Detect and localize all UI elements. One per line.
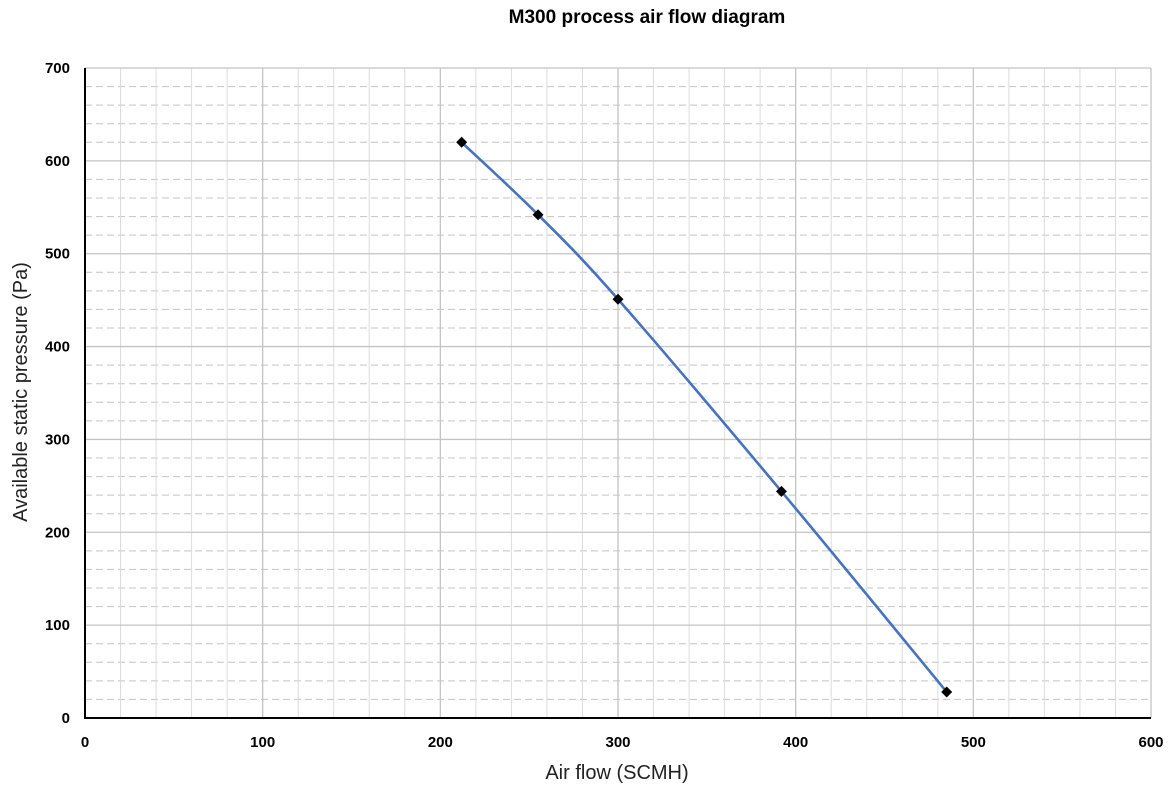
x-tick-label: 100	[250, 734, 275, 751]
y-tick-label: 600	[45, 153, 70, 170]
x-tick-label: 500	[961, 734, 986, 751]
x-tick-label: 200	[428, 734, 453, 751]
y-tick-label: 0	[62, 710, 70, 727]
data-point-marker	[532, 209, 544, 221]
x-tick-label: 600	[1138, 734, 1163, 751]
axes	[84, 68, 1151, 719]
data-point-marker	[456, 136, 468, 148]
series-layer	[456, 136, 953, 698]
data-point-marker	[775, 485, 787, 497]
y-tick-label: 400	[45, 339, 70, 356]
x-axis-ticks: 0 100 200 300 400 500 600	[81, 734, 1164, 751]
y-tick-label: 700	[45, 60, 70, 77]
data-point-marker	[941, 686, 953, 698]
y-tick-label: 100	[45, 617, 70, 634]
y-tick-label: 200	[45, 524, 70, 541]
y-axis-label: Available static pressure (Pa)	[10, 262, 32, 522]
x-axis-label: Air flow (SCMH)	[545, 762, 688, 784]
series-line	[460, 141, 948, 693]
data-point-marker	[612, 293, 624, 305]
major-gridlines	[85, 67, 1152, 718]
chart-title: M300 process air flow diagram	[509, 7, 786, 28]
x-tick-label: 0	[81, 734, 89, 751]
y-tick-label: 300	[45, 431, 70, 448]
x-tick-label: 400	[783, 734, 808, 751]
y-tick-label: 500	[45, 246, 70, 263]
x-tick-label: 300	[605, 734, 630, 751]
y-axis-ticks: 0 100 200 300 400 500 600 700	[45, 60, 70, 727]
